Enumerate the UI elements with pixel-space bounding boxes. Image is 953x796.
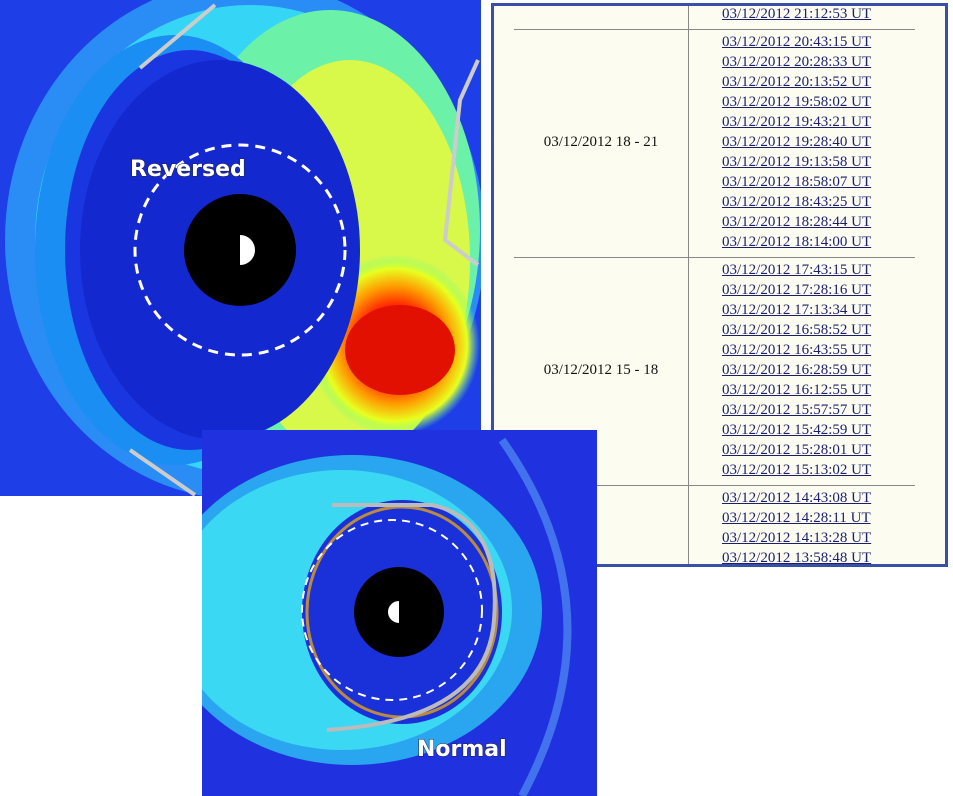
- row-divider: [514, 485, 915, 486]
- time-link[interactable]: 03/12/2012 20:28:33 UT: [722, 54, 872, 70]
- plot-label: Normal: [417, 737, 507, 762]
- time-link[interactable]: 03/12/2012 14:28:11 UT: [722, 510, 871, 526]
- time-link[interactable]: 03/12/2012 16:28:59 UT: [722, 362, 872, 378]
- time-link[interactable]: 03/12/2012 14:13:28 UT: [722, 530, 872, 546]
- time-link[interactable]: 03/12/2012 15:42:59 UT: [722, 422, 872, 438]
- row-divider: [514, 29, 915, 30]
- time-link[interactable]: 03/12/2012 20:43:15 UT: [722, 34, 872, 50]
- time-link[interactable]: 03/12/2012 16:12:55 UT: [722, 382, 872, 398]
- time-link[interactable]: 03/12/2012 14:43:08 UT: [722, 490, 872, 506]
- time-link[interactable]: 03/12/2012 17:43:15 UT: [722, 262, 872, 278]
- reversed-plot: Reversed: [0, 0, 481, 496]
- time-link[interactable]: 03/12/2012 20:13:52 UT: [722, 74, 872, 90]
- column-divider: [688, 6, 689, 564]
- row-divider: [514, 257, 915, 258]
- time-link[interactable]: 03/12/2012 17:13:34 UT: [722, 302, 872, 318]
- time-link[interactable]: 03/12/2012 18:43:25 UT: [722, 194, 872, 210]
- time-link[interactable]: 03/12/2012 21:12:53 UT: [722, 6, 872, 22]
- plot-label: Reversed: [130, 157, 246, 182]
- time-link[interactable]: 03/12/2012 19:58:02 UT: [722, 94, 872, 110]
- time-link[interactable]: 03/12/2012 19:28:40 UT: [722, 134, 872, 150]
- time-link[interactable]: 03/12/2012 19:13:58 UT: [722, 154, 872, 170]
- group-label: 03/12/2012 18 - 21: [543, 134, 659, 150]
- time-link[interactable]: 03/12/2012 18:14:00 UT: [722, 234, 872, 250]
- time-link[interactable]: 03/12/2012 13:58:48 UT: [722, 550, 872, 566]
- time-link[interactable]: 03/12/2012 16:43:55 UT: [722, 342, 872, 358]
- time-link[interactable]: 03/12/2012 17:28:16 UT: [722, 282, 872, 298]
- time-link[interactable]: 03/12/2012 16:58:52 UT: [722, 322, 872, 338]
- group-label: 03/12/2012 15 - 18: [543, 362, 659, 378]
- normal-plot: Normal: [202, 430, 597, 796]
- time-link[interactable]: 03/12/2012 18:28:44 UT: [722, 214, 872, 230]
- time-link[interactable]: 03/12/2012 15:28:01 UT: [722, 442, 872, 458]
- time-link[interactable]: 03/12/2012 15:57:57 UT: [722, 402, 872, 418]
- time-link[interactable]: 03/12/2012 18:58:07 UT: [722, 174, 872, 190]
- time-link[interactable]: 03/12/2012 15:13:02 UT: [722, 462, 872, 478]
- time-link[interactable]: 03/12/2012 19:43:21 UT: [722, 114, 872, 130]
